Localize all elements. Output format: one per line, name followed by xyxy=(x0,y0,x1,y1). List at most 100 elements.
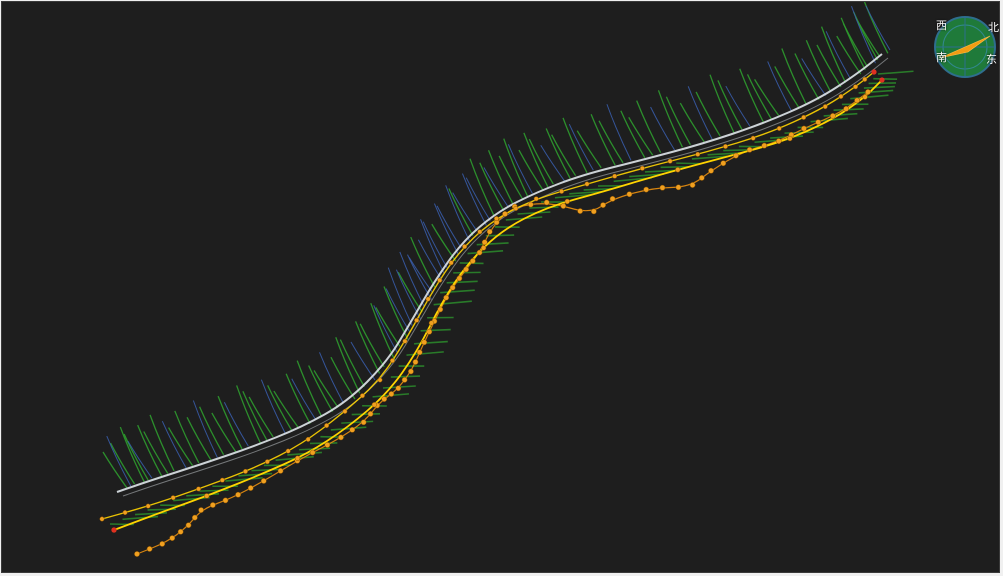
route-node xyxy=(285,448,291,454)
terrain-hatch-blue-line xyxy=(387,267,413,326)
terrain-hatch-green-line xyxy=(691,155,728,160)
terrain-hatch-green-line xyxy=(248,396,274,438)
route-node xyxy=(689,182,696,188)
route-node xyxy=(260,478,267,484)
terrain-hatch-green-line xyxy=(805,39,831,92)
terrain-hatch-blue-line xyxy=(422,221,448,268)
route-node xyxy=(159,541,166,547)
terrain-hatch-green-line xyxy=(273,390,299,428)
route-node xyxy=(219,477,225,483)
route-node xyxy=(426,328,433,335)
route-node xyxy=(590,208,597,215)
terrain-hatch-green-line xyxy=(406,351,444,356)
terrain-hatch-green-line xyxy=(225,476,263,482)
route-node xyxy=(675,167,681,173)
terrain-hatch-green-line xyxy=(598,120,624,164)
terrain-hatch-green-line xyxy=(122,515,159,521)
route-node xyxy=(698,175,705,181)
compass-icon[interactable]: 西 北 南 东 xyxy=(932,14,999,80)
terrain-hatch-green-line xyxy=(820,26,847,83)
route-node xyxy=(414,317,420,323)
route-node xyxy=(853,84,858,90)
route-node xyxy=(862,94,868,100)
terrain-hatch-blue-line xyxy=(650,106,675,151)
terrain-hatch-green-line xyxy=(840,17,866,71)
terrain-hatch-green-line xyxy=(123,433,149,481)
route-end-marker xyxy=(871,69,877,75)
route-node xyxy=(377,377,383,383)
terrain-hatch-green-line xyxy=(168,427,194,466)
route-node xyxy=(122,510,128,515)
route-node xyxy=(643,186,650,193)
route-node xyxy=(564,198,570,205)
terrain-hatch-blue-line xyxy=(725,85,751,127)
terrain-hatch-green-line xyxy=(119,426,145,483)
terrain-hatch-green-line xyxy=(174,410,200,464)
route-node xyxy=(801,125,807,132)
route-node xyxy=(815,119,822,126)
terrain-hatch-green-line xyxy=(109,442,136,485)
route-node xyxy=(443,294,450,301)
route-node xyxy=(675,184,682,191)
terrain-hatch-blue-line xyxy=(452,192,478,231)
route-node xyxy=(612,173,618,179)
terrain-hatch-green-line xyxy=(863,2,889,54)
terrain-hatch-green-line xyxy=(518,149,544,191)
route-node xyxy=(408,368,414,375)
terrain-hatch-blue-line xyxy=(127,440,153,479)
route-node xyxy=(477,229,483,235)
terrain-hatch-green-line xyxy=(446,280,478,284)
main-route-a xyxy=(113,79,883,531)
terrain-hatch-green-line xyxy=(390,375,421,378)
route-node xyxy=(543,199,550,206)
route-node xyxy=(243,468,248,474)
route-node xyxy=(196,486,201,492)
terrain-hatch-green-line xyxy=(665,96,691,146)
terrain-hatch-green-line xyxy=(528,138,554,185)
route-node xyxy=(695,151,701,157)
terrain-hatch-blue-line xyxy=(767,61,793,112)
terrain-hatch-blue-line xyxy=(436,205,462,249)
terrain-hatch-green-line xyxy=(660,166,689,169)
terrain-hatch-green-line xyxy=(551,134,577,177)
terrain-hatch-green-line xyxy=(523,132,549,188)
terrain-hatch-green-line xyxy=(695,91,721,137)
terrain-hatch-green-line xyxy=(354,321,381,374)
route-node xyxy=(667,158,673,164)
terrain-hatch-green-line xyxy=(784,131,814,134)
terrain-hatch-green-line xyxy=(359,323,385,368)
terrain-hatch-blue-line xyxy=(291,378,317,421)
compass-south-label: 南 xyxy=(936,51,947,64)
route-node xyxy=(222,497,229,504)
route-node xyxy=(145,503,151,509)
terrain-hatch-green-line xyxy=(794,53,820,100)
route-node xyxy=(416,349,423,356)
terrain-hatch-green-line xyxy=(242,390,268,441)
terrain-hatch-blue-line xyxy=(399,251,425,307)
route-node xyxy=(843,105,849,112)
route-node xyxy=(456,275,463,282)
terrain-hatch-blue-line xyxy=(825,31,851,79)
route-node xyxy=(191,514,198,521)
terrain-hatch-green-line xyxy=(569,190,604,195)
route-node xyxy=(324,442,331,448)
route-node xyxy=(486,228,493,235)
terrain-hatch-green-line xyxy=(754,79,780,116)
terrain-hatch-green-line xyxy=(370,302,396,361)
terrain-hatch-green-line xyxy=(739,68,765,124)
terrain-hatch-blue-line xyxy=(606,104,632,161)
terrain-hatch-blue-line xyxy=(161,421,187,469)
terrain-hatch-green-line xyxy=(198,406,225,456)
branch-route-layer xyxy=(136,91,869,555)
terrain-hatch-green-line xyxy=(709,74,735,133)
terrain-hatch-blue-line xyxy=(192,400,218,458)
route-node xyxy=(264,459,270,465)
route-node xyxy=(305,436,311,442)
terrain-hatch-green-line xyxy=(414,340,448,345)
route-node xyxy=(204,493,210,499)
terrain-hatch-green-line xyxy=(308,365,334,412)
terrain-hatch-green-line xyxy=(676,162,701,165)
route-node xyxy=(177,528,184,535)
